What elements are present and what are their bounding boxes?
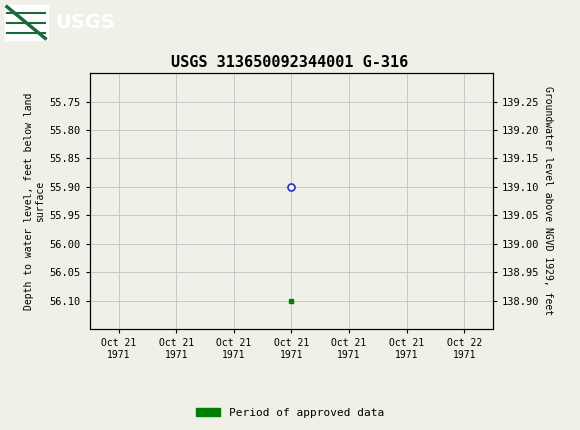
Text: USGS 313650092344001 G-316: USGS 313650092344001 G-316: [171, 55, 409, 70]
FancyBboxPatch shape: [5, 6, 48, 40]
Y-axis label: Depth to water level, feet below land
surface: Depth to water level, feet below land su…: [24, 92, 45, 310]
Text: USGS: USGS: [55, 13, 115, 32]
Legend: Period of approved data: Period of approved data: [191, 403, 389, 422]
Y-axis label: Groundwater level above NGVD 1929, feet: Groundwater level above NGVD 1929, feet: [543, 86, 553, 316]
